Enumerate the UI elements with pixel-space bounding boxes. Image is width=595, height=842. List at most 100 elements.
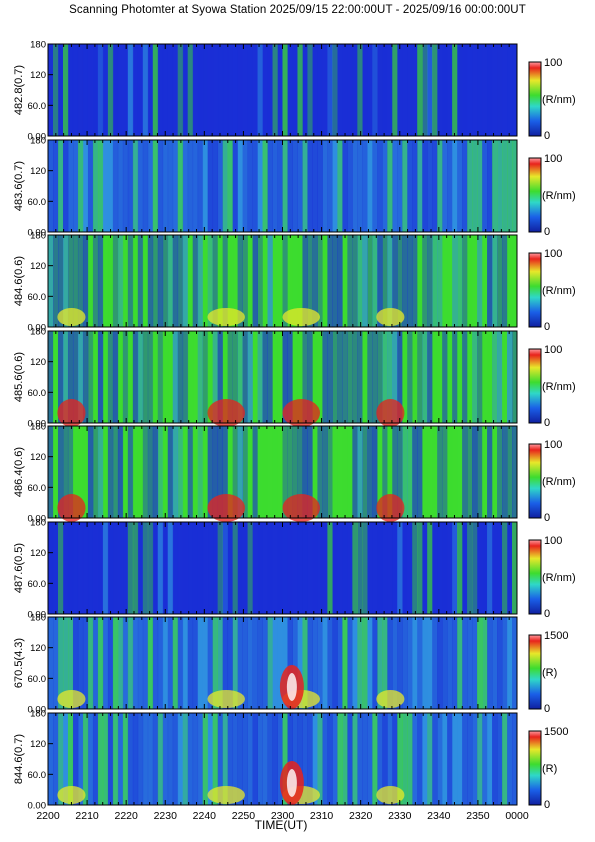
y-tick-label: 120: [30, 643, 46, 654]
intensity-strip: [187, 235, 194, 327]
colorbar: [528, 252, 542, 328]
intensity-strip: [277, 522, 283, 614]
intensity-strip: [462, 44, 468, 136]
y-tick-label: 0.00: [28, 801, 47, 812]
intensity-strip: [247, 44, 253, 136]
intensity-strip: [232, 617, 238, 709]
intensity-strip: [72, 426, 79, 518]
intensity-strip: [307, 713, 313, 805]
intensity-strip: [267, 235, 273, 327]
intensity-strip: [48, 522, 54, 614]
intensity-strip: [337, 235, 343, 327]
intensity-strip: [102, 44, 109, 136]
y-tick-label: 60.0: [28, 292, 47, 303]
intensity-strip: [327, 235, 333, 327]
intensity-strip: [352, 44, 358, 136]
intensity-strip: [477, 140, 483, 232]
intensity-strip: [457, 713, 463, 805]
intensity-strip: [322, 331, 328, 423]
intensity-strip: [202, 44, 209, 136]
intensity-strip: [207, 331, 214, 423]
intensity-strip: [487, 617, 493, 709]
intensity-strip: [137, 522, 144, 614]
emission-enhancement: [57, 690, 86, 708]
intensity-strip: [92, 140, 99, 232]
intensity-strip: [372, 426, 378, 518]
intensity-strip: [227, 426, 234, 518]
intensity-strip: [127, 522, 134, 614]
intensity-strip: [157, 713, 164, 805]
intensity-strip: [397, 522, 403, 614]
intensity-strip: [487, 426, 493, 518]
intensity-strip: [77, 522, 84, 614]
intensity-strip: [322, 617, 328, 709]
intensity-strip: [467, 713, 473, 805]
intensity-strip: [222, 713, 229, 805]
intensity-strip: [252, 522, 258, 614]
intensity-strip: [447, 713, 453, 805]
intensity-strip: [227, 522, 234, 614]
intensity-strip: [462, 522, 468, 614]
intensity-strip: [482, 522, 488, 614]
intensity-strip: [372, 44, 378, 136]
intensity-strip: [207, 140, 214, 232]
intensity-strip: [117, 713, 124, 805]
intensity-strip: [402, 617, 408, 709]
panel-6: 0.00 60.0 120 180 487.6(0.5) 100 0 (R/nm): [13, 518, 576, 621]
colorbar: [528, 539, 542, 615]
intensity-strip: [127, 426, 134, 518]
intensity-strip: [282, 522, 288, 614]
intensity-strip: [297, 713, 303, 805]
intensity-strip: [147, 713, 154, 805]
intensity-strip: [437, 140, 443, 232]
intensity-strip: [512, 713, 518, 805]
intensity-strip: [87, 140, 94, 232]
intensity-strip: [232, 713, 238, 805]
intensity-strip: [157, 331, 164, 423]
intensity-strip: [252, 713, 258, 805]
intensity-strip: [502, 331, 508, 423]
intensity-strip: [462, 140, 468, 232]
intensity-strip: [292, 235, 298, 327]
intensity-strip: [332, 522, 338, 614]
intensity-strip: [512, 331, 518, 423]
intensity-strip: [487, 140, 493, 232]
intensity-strip: [177, 331, 184, 423]
intensity-strip: [407, 522, 413, 614]
intensity-strip: [477, 426, 483, 518]
intensity-strip: [127, 140, 134, 232]
colorbar-min-label: 0: [544, 608, 550, 620]
intensity-strip: [397, 713, 403, 805]
intensity-strip: [247, 713, 253, 805]
intensity-strip: [97, 235, 104, 327]
intensity-strip: [277, 713, 283, 805]
intensity-strip: [432, 713, 438, 805]
x-tick-label: 0000: [505, 810, 529, 822]
panel-ylabel: 482.8(0.7): [13, 65, 25, 115]
intensity-strip: [457, 140, 463, 232]
intensity-strip: [457, 331, 463, 423]
intensity-strip: [352, 140, 358, 232]
intensity-strip: [137, 140, 144, 232]
intensity-strip: [97, 713, 104, 805]
intensity-strip: [412, 713, 418, 805]
intensity-strip: [382, 426, 388, 518]
intensity-strip: [72, 617, 79, 709]
intensity-strip: [372, 522, 378, 614]
intensity-strip: [147, 331, 154, 423]
intensity-strip: [82, 44, 89, 136]
intensity-strip: [112, 426, 119, 518]
intensity-strip: [487, 44, 493, 136]
colorbar-min-label: 0: [544, 703, 550, 715]
emission-enhancement: [376, 494, 405, 522]
intensity-strip: [292, 44, 298, 136]
colorbar: [528, 730, 542, 806]
intensity-strip: [422, 522, 428, 614]
intensity-strip: [277, 426, 283, 518]
intensity-strip: [102, 331, 109, 423]
intensity-strip: [482, 44, 488, 136]
x-tick-label: 2240: [193, 810, 217, 822]
intensity-strip: [282, 713, 288, 805]
x-tick-label: 2220: [114, 810, 138, 822]
intensity-strip: [307, 44, 313, 136]
